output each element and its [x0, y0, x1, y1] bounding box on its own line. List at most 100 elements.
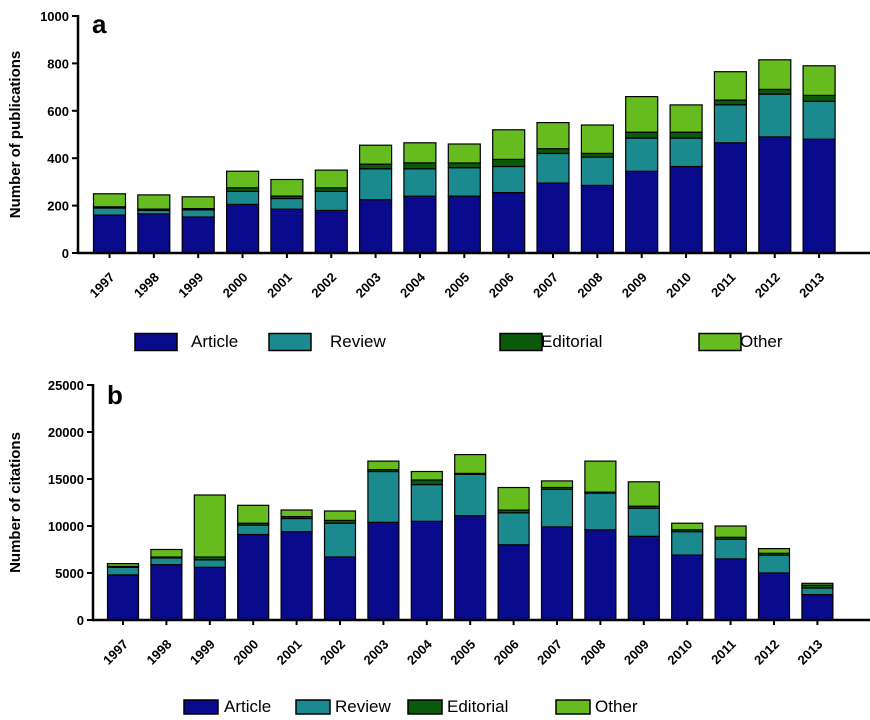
bar-2012-article [757, 572, 791, 621]
bar-2013-article [801, 593, 834, 621]
x-tick-label-2002: 2002 [317, 637, 348, 668]
bar-1997-article [92, 214, 127, 254]
bar-2003-review [367, 470, 400, 523]
bar-1998-article [137, 213, 171, 254]
bar-2001-article [270, 208, 304, 254]
bar-1999-other [193, 494, 226, 558]
bar-1997-other [92, 193, 127, 208]
bar-2000-review [237, 524, 270, 536]
y-tick-label-5000: 5000 [55, 566, 84, 581]
y-tick-label-800: 800 [47, 56, 69, 71]
bar-2011-other [713, 71, 748, 101]
bar-2000-other [237, 504, 270, 524]
bar-2010-review [671, 530, 704, 556]
bar-2008-article [580, 184, 615, 254]
bar-2013-review [801, 587, 834, 596]
bar-2000-review [226, 190, 260, 205]
x-tick-label-2003: 2003 [360, 637, 391, 668]
bar-2001-article [280, 530, 313, 621]
bar-2005-other [454, 454, 487, 475]
x-tick-label-2013: 2013 [794, 637, 825, 668]
bar-2006-article [497, 544, 530, 621]
bar-1997-other [106, 562, 140, 567]
bar-2008-review [580, 156, 615, 186]
bar-2012-review [758, 93, 792, 138]
x-tick-label-2004: 2004 [397, 269, 429, 301]
bar-2002-review [323, 522, 357, 558]
bar-2012-review [757, 554, 791, 574]
panel-letter-a: a [92, 9, 107, 39]
bar-2009-article [625, 170, 659, 254]
bar-2008-editorial [580, 152, 615, 158]
y-tick-label-1000: 1000 [40, 9, 69, 24]
bar-2004-article [410, 520, 443, 621]
bar-2006-review [497, 512, 530, 546]
x-tick-label-2008: 2008 [574, 270, 605, 301]
y-axis-title: Number of citations [7, 432, 24, 573]
x-tick-label-2001: 2001 [264, 270, 295, 301]
x-tick-label-1999: 1999 [175, 270, 206, 301]
bar-2011-article [713, 142, 748, 254]
x-tick-label-2008: 2008 [577, 637, 608, 668]
x-tick-label-2006: 2006 [491, 637, 522, 668]
bar-2007-editorial [536, 148, 570, 154]
bar-2001-review [270, 197, 304, 210]
x-tick-label-2009: 2009 [621, 637, 652, 668]
bar-2003-review [359, 168, 393, 201]
bar-2006-editorial [492, 158, 526, 168]
x-tick-label-1997: 1997 [100, 637, 131, 668]
bar-2002-review [314, 190, 348, 211]
bar-2003-editorial [359, 163, 393, 170]
legend-label-other: Other [740, 332, 783, 351]
panel-letter-b: b [107, 380, 123, 410]
bar-1999-review [193, 559, 226, 568]
x-tick-label-2000: 2000 [230, 637, 261, 668]
panel-b-legend: Article Review Editorial Other [183, 697, 638, 716]
bar-2004-review [410, 484, 443, 522]
y-tick-label-200: 200 [47, 199, 69, 214]
x-tick-label-1998: 1998 [143, 637, 174, 668]
y-tick-label-10000: 10000 [48, 519, 84, 534]
x-tick-label-2007: 2007 [534, 637, 565, 668]
bar-2000-article [237, 533, 270, 621]
bar-2004-article [403, 195, 437, 254]
bar-2002-other [314, 169, 348, 189]
legend-label-review: Review [335, 697, 391, 716]
bar-2002-article [323, 556, 357, 621]
panel-a-legend: Article Review Editorial Other [134, 332, 783, 352]
bar-2010-other [671, 522, 704, 531]
y-tick-label-600: 600 [47, 104, 69, 119]
legend-swatch-article [183, 699, 219, 715]
bar-2004-editorial [403, 162, 437, 170]
x-tick-label-2001: 2001 [274, 637, 305, 668]
bar-2010-article [669, 165, 703, 254]
x-tick-label-2005: 2005 [441, 270, 472, 301]
legend-swatch-other [698, 332, 742, 352]
bar-2007-other [540, 480, 574, 489]
bar-2006-article [492, 192, 526, 254]
x-tick-label-2011: 2011 [708, 270, 739, 301]
bar-2008-other [580, 124, 615, 154]
y-tick-label-15000: 15000 [48, 472, 84, 487]
bar-2011-article [714, 558, 747, 621]
x-tick-label-2006: 2006 [486, 270, 517, 301]
bar-1998-review [150, 557, 183, 566]
x-tick-label-2004: 2004 [404, 636, 436, 668]
bar-2003-article [367, 521, 400, 621]
bar-2005-article [454, 515, 487, 621]
bar-2010-review [669, 137, 703, 168]
bar-2010-other [669, 104, 703, 133]
bar-2004-other [410, 470, 443, 481]
bar-1998-article [150, 563, 183, 621]
bar-1998-other [137, 194, 171, 210]
x-tick-label-2003: 2003 [353, 270, 384, 301]
x-tick-label-1999: 1999 [187, 637, 218, 668]
panel-a-chart: 1997 1998 1999 2000 2001 2002 2003 2004 2005 2006… [7, 9, 870, 301]
bar-2013-other [801, 582, 834, 586]
bar-2008-article [584, 529, 617, 621]
x-tick-label-2010: 2010 [663, 270, 694, 301]
x-tick-label-1997: 1997 [87, 270, 118, 301]
bar-2005-article [447, 195, 481, 254]
x-tick-label-2007: 2007 [530, 270, 561, 301]
legend-swatch-editorial [499, 332, 543, 352]
